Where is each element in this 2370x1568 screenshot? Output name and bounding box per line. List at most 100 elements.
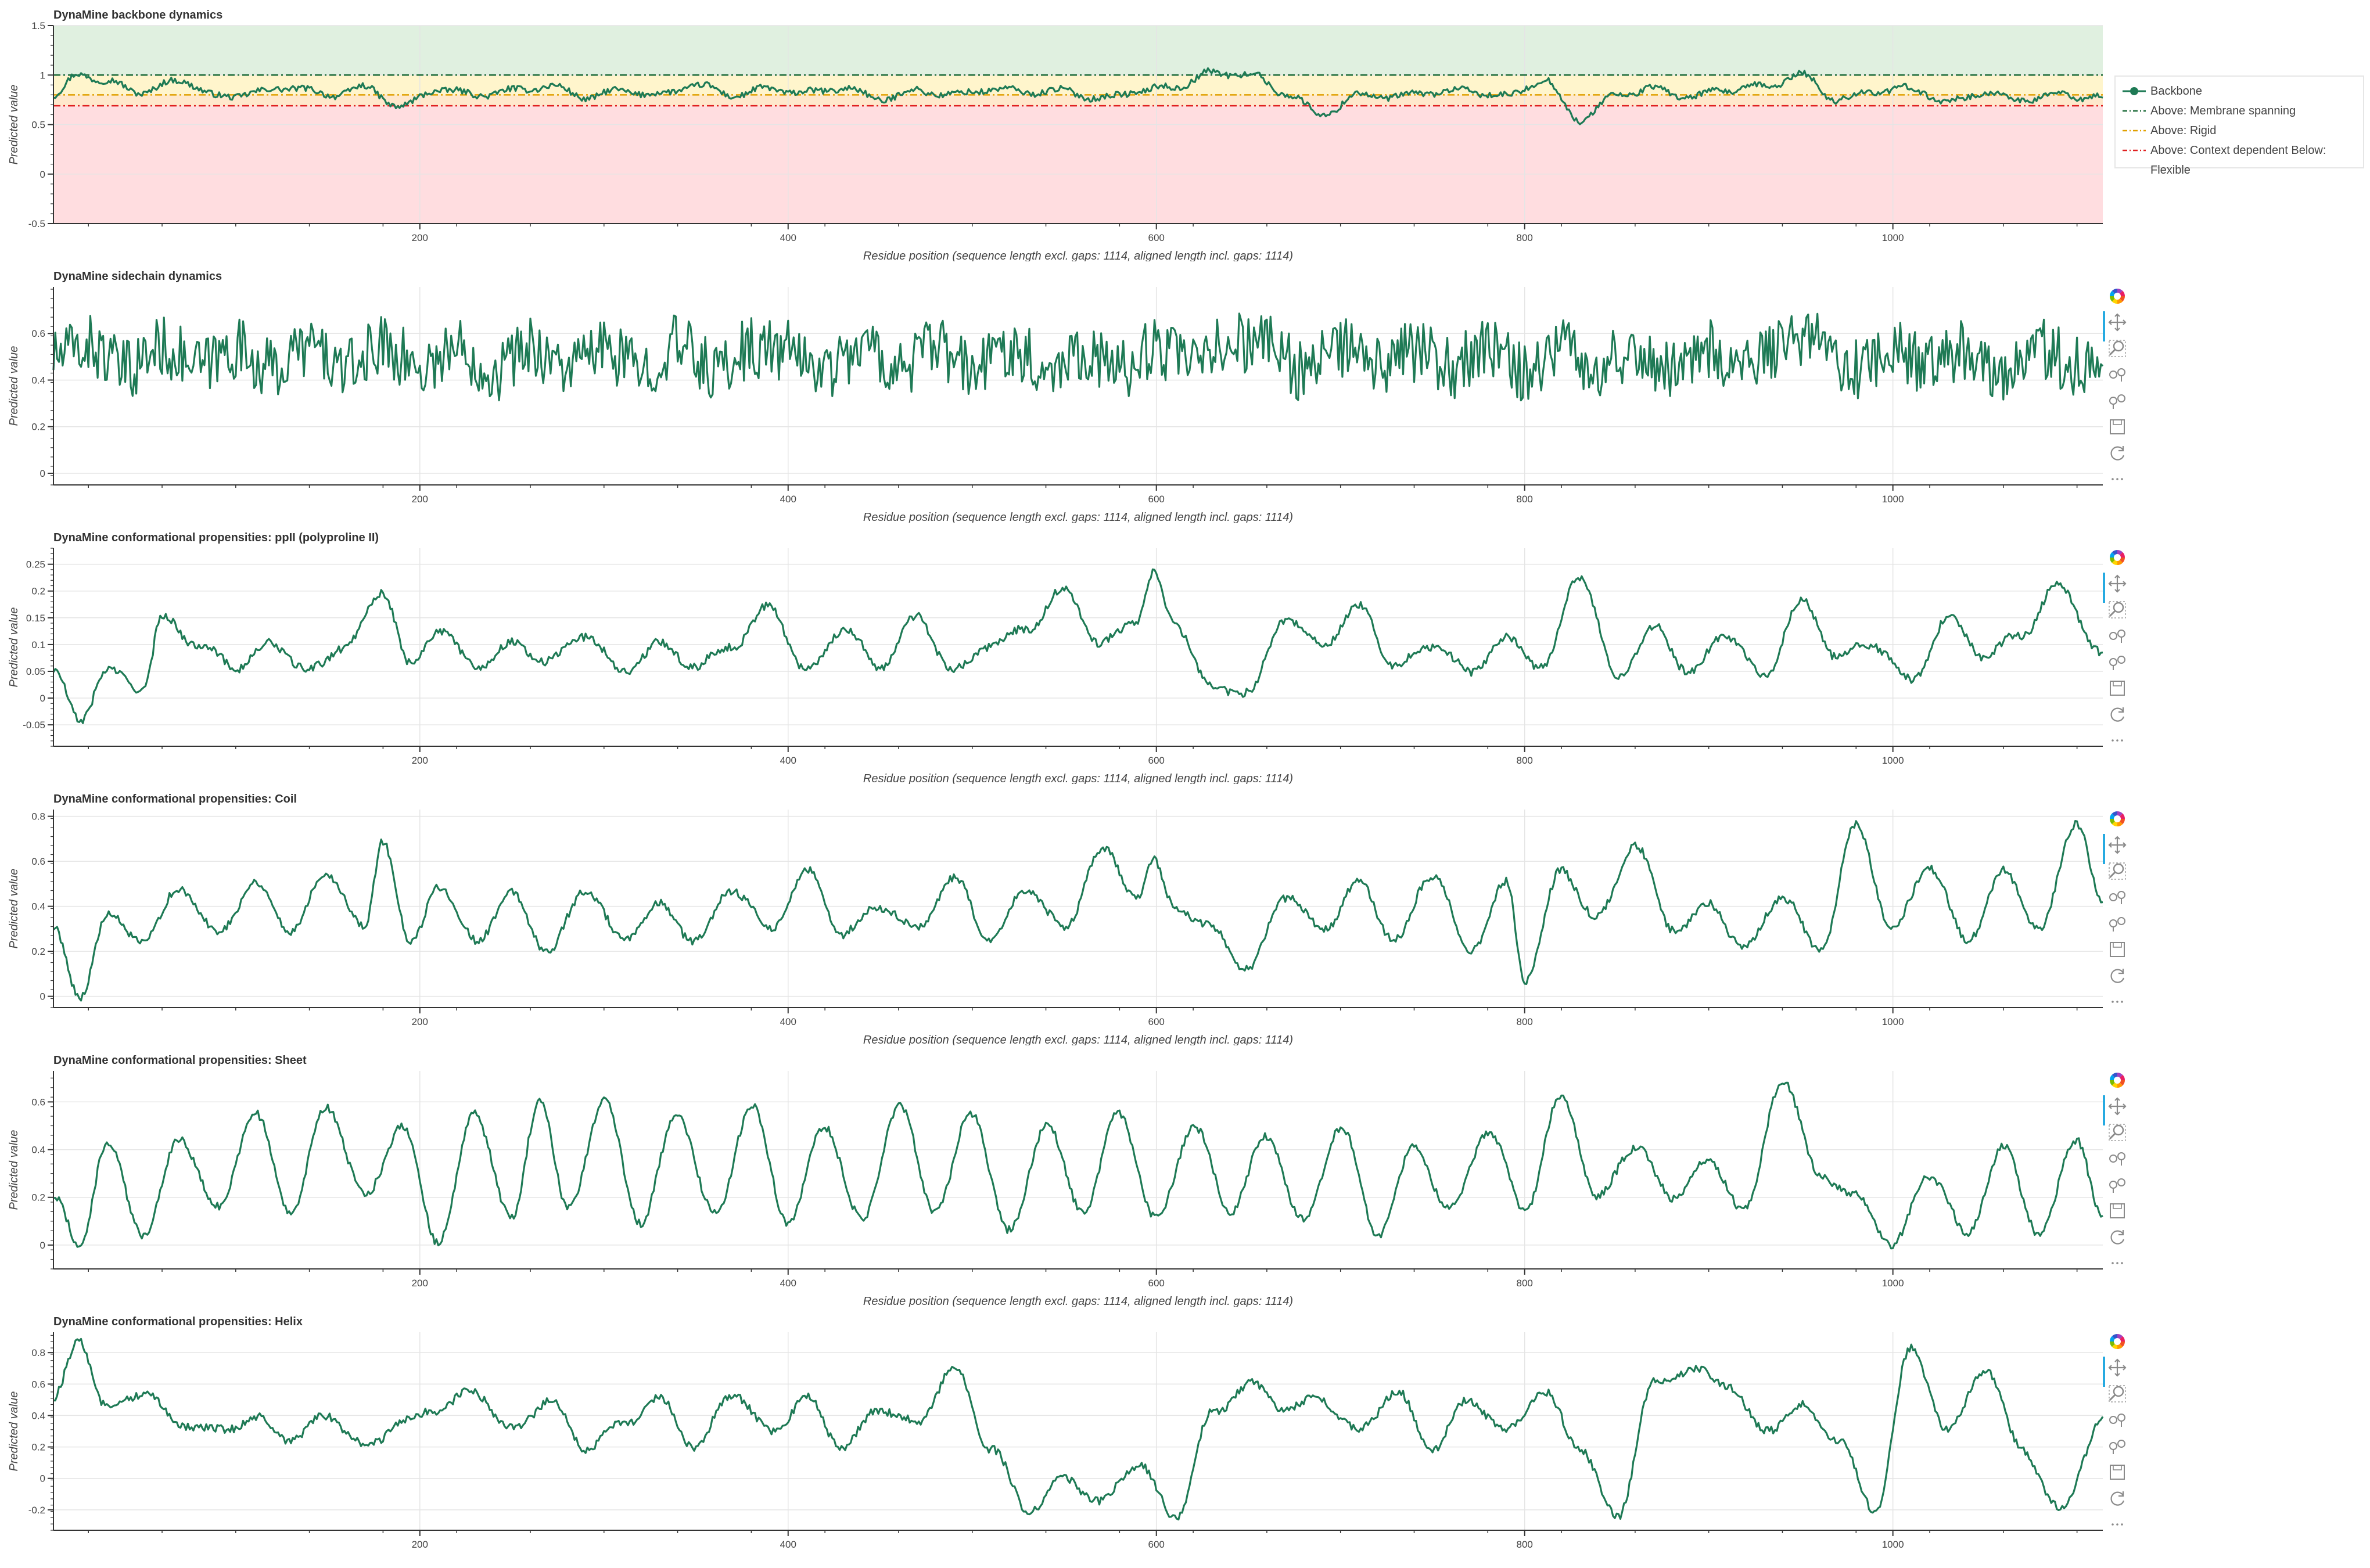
more-tools-button[interactable]: [2103, 729, 2132, 752]
pan-icon: [2108, 1358, 2127, 1377]
y-tick-label: 0.2: [31, 422, 45, 433]
box-zoom-button[interactable]: [2103, 1121, 2132, 1144]
wheel-zoom-x-button[interactable]: [2103, 624, 2132, 648]
y-axis-label: Predicted value: [8, 85, 20, 165]
y-tick-label: -0.5: [28, 218, 45, 229]
series-line-helix: [53, 1337, 2104, 1521]
wheel-zoom-x-button[interactable]: [2103, 886, 2132, 909]
x-tick-label: 200: [412, 494, 428, 505]
save-button[interactable]: [2103, 677, 2132, 700]
more-tools-button[interactable]: [2103, 1251, 2132, 1275]
y-axis-label: Predicted value: [8, 607, 20, 688]
wheel-zoom-y-button[interactable]: [2103, 389, 2132, 412]
wheel-zoom-y-button[interactable]: [2103, 1434, 2132, 1458]
y-tick-label: 0.05: [26, 666, 45, 677]
y-tick-label: -0.05: [23, 720, 45, 731]
legend-label: Above: Membrane spanning: [2150, 105, 2296, 117]
pan-icon: [2108, 313, 2127, 332]
box-zoom-button[interactable]: [2103, 1382, 2132, 1405]
box-zoom-button[interactable]: [2103, 859, 2132, 883]
more-tools-button[interactable]: [2103, 990, 2132, 1013]
y-axis-label: Predicted value: [8, 1130, 20, 1210]
chart-title: DynaMine conformational propensities: Co…: [53, 793, 297, 805]
box-zoom-button[interactable]: [2103, 598, 2132, 621]
pan-icon: [2108, 1097, 2127, 1116]
chart-svg: 200 400 600 800 1000 0.8 0.6 0.4 0.2 0 DynaMine co…: [8, 793, 2103, 1045]
box-zoom-icon: [2109, 601, 2126, 618]
legend-dash-icon: [2123, 110, 2146, 112]
more-tools-icon: [2112, 739, 2123, 742]
x-tick-label: 600: [1148, 1539, 1165, 1550]
legend-item[interactable]: Backbone: [2121, 81, 2357, 101]
save-button[interactable]: [2103, 415, 2132, 438]
wheel-zoom-x-icon: [2109, 1152, 2125, 1166]
x-axis-label: Residue position (sequence length excl. …: [863, 1034, 1293, 1045]
reset-button[interactable]: [2103, 441, 2132, 465]
x-tick-label: 200: [412, 755, 428, 766]
chart-panel-5: 200 400 600 800 1000 0.6 0.4 0.2 0 DynaMine confo…: [0, 1045, 2370, 1307]
x-axis-label: Residue position (sequence length excl. …: [863, 250, 1293, 261]
wheel-zoom-x-button[interactable]: [2103, 363, 2132, 386]
save-icon: [2110, 1203, 2125, 1218]
legend-item[interactable]: Above: Membrane spanning: [2121, 101, 2357, 121]
box-zoom-icon: [2109, 340, 2126, 357]
wheel-zoom-x-icon: [2109, 891, 2125, 904]
chart-svg: 200 400 600 800 1000 1.5 1 0.5 0 -0.5 DynaMine bac…: [8, 9, 2103, 261]
y-tick-label: 0.6: [31, 856, 45, 867]
plot-area: [53, 1071, 2103, 1269]
save-icon: [2110, 1465, 2125, 1480]
wheel-zoom-y-button[interactable]: [2103, 1173, 2132, 1196]
save-button[interactable]: [2103, 938, 2132, 961]
wheel-zoom-x-button[interactable]: [2103, 1408, 2132, 1432]
plot-area: [53, 287, 2103, 485]
chart-svg: 200 400 600 800 1000 0.6 0.4 0.2 0 DynaMine confo…: [8, 1054, 2103, 1307]
series-line-ppii: [52, 568, 2103, 724]
bokeh-logo-icon: [2110, 811, 2125, 826]
pan-button[interactable]: [2103, 311, 2132, 334]
y-tick-label: 0.25: [26, 559, 45, 570]
more-tools-button[interactable]: [2103, 1513, 2132, 1536]
reset-button[interactable]: [2103, 703, 2132, 726]
legend-label: Backbone: [2150, 85, 2202, 98]
x-tick-label: 400: [780, 232, 796, 243]
more-tools-icon: [2112, 1001, 2123, 1003]
pan-button[interactable]: [2103, 833, 2132, 857]
legend-marker-icon: [2123, 87, 2146, 95]
legend-item[interactable]: Above: Context dependent Below: Flexible: [2121, 141, 2357, 177]
pan-button[interactable]: [2103, 1356, 2132, 1379]
wheel-zoom-y-button[interactable]: [2103, 912, 2132, 935]
x-tick-label: 600: [1148, 1016, 1165, 1027]
y-tick-label: 0.2: [31, 1442, 45, 1453]
save-button[interactable]: [2103, 1461, 2132, 1484]
chart-panel-6: 200 400 600 800 1000 0.8 0.6 0.4 0.2 0 -0.2 DynaMin…: [0, 1307, 2370, 1568]
pan-button[interactable]: [2103, 572, 2132, 595]
reset-button[interactable]: [2103, 1487, 2132, 1510]
reset-button[interactable]: [2103, 1225, 2132, 1249]
legend-label: Above: Context dependent Below: Flexible: [2150, 144, 2326, 177]
x-tick-label: 1000: [1882, 494, 1904, 505]
more-tools-button[interactable]: [2103, 467, 2132, 491]
bokeh-logo-button: [2103, 1069, 2132, 1092]
y-tick-label: 0.6: [31, 328, 45, 339]
y-tick-label: 0: [40, 468, 45, 479]
box-zoom-button[interactable]: [2103, 337, 2132, 360]
pan-button[interactable]: [2103, 1095, 2132, 1118]
wheel-zoom-y-icon: [2109, 1178, 2125, 1193]
chart-svg: 200 400 600 800 1000 0.25 0.2 0.15 0.1 0.05 0 -0.05…: [8, 531, 2103, 784]
bokeh-logo-icon: [2110, 289, 2125, 304]
chart-toolbar: [2103, 1330, 2132, 1527]
wheel-zoom-y-button[interactable]: [2103, 650, 2132, 674]
reset-button[interactable]: [2103, 964, 2132, 987]
wheel-zoom-x-icon: [2109, 1414, 2125, 1427]
wheel-zoom-x-button[interactable]: [2103, 1147, 2132, 1170]
y-tick-label: 0.8: [31, 1347, 45, 1358]
chart-title: DynaMine sidechain dynamics: [53, 270, 222, 283]
legend-item[interactable]: Above: Rigid: [2121, 121, 2357, 141]
y-tick-label: 0.2: [31, 586, 45, 597]
active-tool-indicator: [2103, 311, 2105, 341]
save-button[interactable]: [2103, 1199, 2132, 1222]
y-tick-label: 0: [40, 169, 45, 180]
x-tick-label: 600: [1148, 1278, 1165, 1289]
y-tick-label: 0.5: [31, 120, 45, 131]
series-line-backbone: [53, 67, 2103, 125]
